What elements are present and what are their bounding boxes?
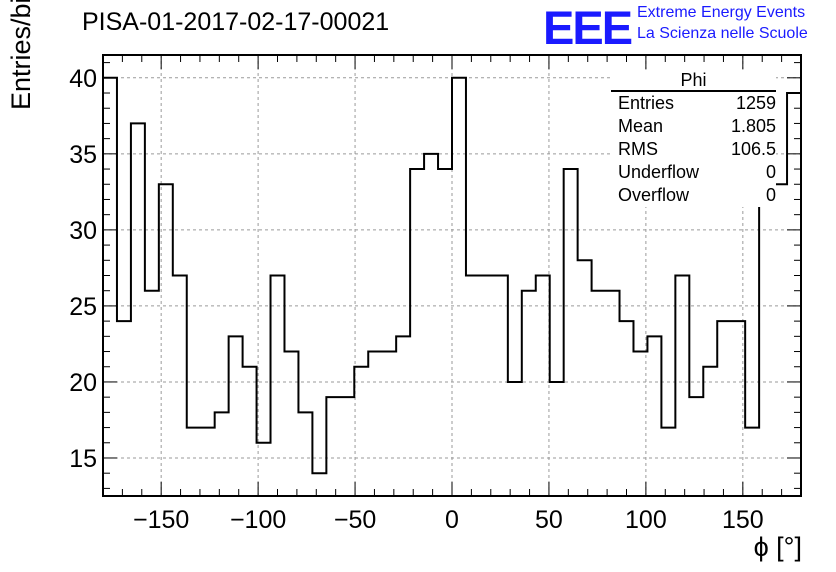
histogram-bin: [731, 321, 745, 496]
x-tick-label: 100: [625, 506, 667, 534]
histogram-bin: [550, 382, 564, 496]
y-tick-label: 25: [69, 293, 97, 321]
histogram-bin: [382, 352, 396, 496]
histogram-bin: [620, 321, 634, 496]
histogram-bin: [340, 397, 354, 496]
stats-box: Phi Entries 1259 Mean 1.805 RMS 106.5 Un…: [611, 70, 776, 207]
stats-label: Entries: [618, 93, 675, 113]
histogram-bin: [773, 184, 787, 496]
histogram-bin: [564, 169, 578, 496]
histogram-bin: [759, 184, 773, 496]
stats-value: 1.805: [730, 116, 776, 136]
stats-value: 106.5: [730, 139, 776, 159]
histogram-bin: [647, 336, 661, 496]
stats-value: 0: [765, 162, 776, 182]
histogram-bin: [480, 276, 494, 497]
stats-label: Mean: [618, 116, 664, 136]
histogram-bin: [466, 276, 480, 497]
histogram-bin: [117, 321, 131, 496]
histogram-bin: [159, 184, 173, 496]
x-tick-label: 150: [722, 506, 764, 534]
stats-row-mean: Mean 1.805: [611, 115, 776, 138]
histogram-bin: [661, 428, 675, 496]
y-tick-label: 20: [69, 369, 97, 397]
histogram-bin: [103, 78, 117, 496]
x-axis-label: ϕ [°]: [753, 532, 802, 562]
stats-label: Overflow: [618, 185, 690, 205]
histogram-bin: [257, 443, 271, 496]
x-tick-label: −50: [334, 506, 376, 534]
histogram-bin: [187, 428, 201, 496]
histogram-bin: [452, 78, 466, 496]
histogram-bin: [606, 291, 620, 496]
histogram-bin: [522, 291, 536, 496]
x-tick-label: 50: [535, 506, 563, 534]
histogram-bin: [745, 428, 759, 496]
histogram-bin: [508, 382, 522, 496]
x-tick-label: −150: [133, 506, 189, 534]
tick-labels: −150 −100 −50 0 50 100 150 15 20 25 30 35 40: [69, 65, 764, 534]
stats-row-rms: RMS 106.5: [611, 138, 776, 161]
histogram-title: PISA-01-2017-02-17-00021: [82, 8, 390, 36]
y-tick-label: 15: [69, 445, 97, 473]
histogram-bin: [326, 397, 340, 496]
histogram-bin: [145, 291, 159, 496]
histogram-line: [102, 76, 802, 496]
histogram-bin: [173, 276, 187, 497]
stats-row-underflow: Underflow 0: [611, 161, 776, 184]
histogram-bin: [494, 276, 508, 497]
x-tick-label: 0: [445, 506, 459, 534]
histogram-bin: [131, 123, 145, 496]
histogram-bin: [578, 260, 592, 496]
axis-ticks: [102, 55, 802, 496]
histogram-bin: [396, 336, 410, 496]
histogram-bin: [215, 412, 229, 496]
histogram-bin: [229, 336, 243, 496]
histogram-bin: [689, 397, 703, 496]
histogram-bin: [717, 321, 731, 496]
x-tick-label: −100: [230, 506, 286, 534]
histogram-bin: [312, 473, 326, 496]
histogram-bin: [592, 291, 606, 496]
y-tick-label: 40: [69, 65, 97, 93]
histogram-bin: [703, 367, 717, 496]
logo-mark: EEE: [543, 1, 633, 54]
stats-value: 1259: [735, 93, 776, 113]
stats-row-entries: Entries 1259: [611, 92, 776, 115]
histogram-bin: [424, 154, 438, 496]
histogram-bin: [201, 428, 215, 496]
logo-line-1: Extreme Energy Events: [637, 4, 806, 21]
histogram-series: [102, 76, 802, 497]
eee-logo: EEE: [543, 0, 633, 55]
histogram-bin: [410, 169, 424, 496]
histogram-bin: [633, 352, 647, 496]
y-tick-label: 30: [69, 217, 97, 245]
logo-line-2: La Scienza nelle Scuole: [637, 25, 808, 42]
y-tick-label: 35: [69, 141, 97, 169]
histogram-bin: [438, 169, 452, 496]
histogram-bin: [298, 412, 312, 496]
histogram-bin: [243, 367, 257, 496]
histogram-bin: [536, 276, 550, 497]
stats-row-overflow: Overflow 0: [611, 184, 776, 207]
histogram-bin: [354, 367, 368, 496]
plot-frame: [102, 54, 802, 497]
stats-value: 0: [765, 185, 776, 205]
stats-title: Phi: [611, 70, 776, 92]
histogram-bin: [368, 352, 382, 496]
y-axis-label: Entries/bin: [6, 0, 36, 110]
stats-label: RMS: [618, 139, 658, 159]
histogram-bin: [284, 352, 298, 496]
histogram-bin: [271, 276, 285, 497]
stats-label: Underflow: [618, 162, 700, 182]
histogram-bin: [675, 276, 689, 497]
